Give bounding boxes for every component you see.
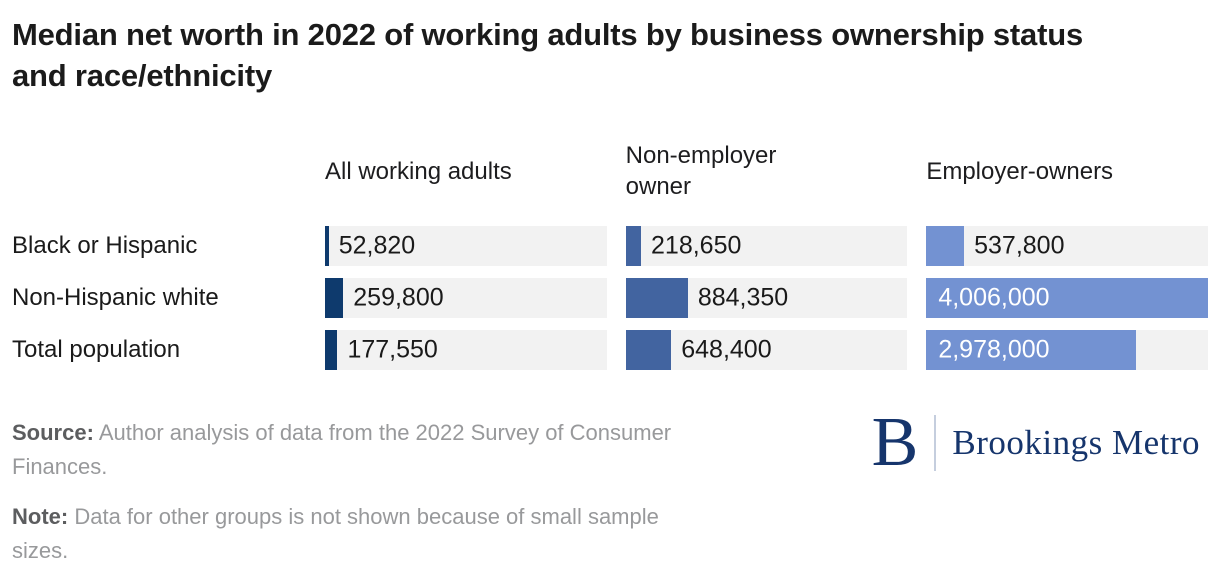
column-header-all-working-adults: All working adults: [325, 157, 512, 185]
chart-title: Median net worth in 2022 of working adul…: [12, 17, 1083, 93]
bar-value-label: 884,350: [697, 283, 789, 312]
row-label-non-hispanic-white: Non-Hispanic white: [12, 284, 219, 311]
bar-value-label: 537,800: [974, 231, 1065, 260]
bar-track: 2,978,000: [926, 330, 1208, 370]
bar-value-label: 218,650: [651, 231, 742, 260]
footnotes: Source: Author analysis of data from the…: [12, 416, 677, 568]
logo-divider: [934, 415, 937, 471]
bar-value-label: 2,978,000: [938, 335, 1050, 364]
source-note: Source: Author analysis of data from the…: [12, 416, 677, 484]
bar-value-label: 177,550: [347, 335, 438, 364]
bar-all-working-adults-total-population: [325, 330, 338, 370]
note-label: Note:: [12, 504, 69, 529]
source-text: Author analysis of data from the 2022 Su…: [12, 420, 672, 479]
bar-track: 537,800: [926, 226, 1208, 266]
footer: Source: Author analysis of data from the…: [12, 408, 1208, 568]
bar-employer-owners-black-or-hispanic: [926, 226, 965, 266]
bar-employer-owners-total-population: [926, 330, 1136, 370]
bar-track: 259,800: [325, 278, 607, 318]
bar-track: 648,400: [625, 330, 908, 370]
bar-track: 4,006,000: [926, 278, 1208, 318]
footnote: Note: Data for other groups is not shown…: [12, 500, 677, 568]
note-text: Data for other groups is not shown becau…: [12, 504, 659, 563]
bar-track: 884,350: [625, 278, 908, 318]
column-header-employer-owners: Employer-owners: [926, 157, 1114, 185]
bar-track: 52,820: [325, 226, 607, 266]
bar-track: 177,550: [325, 330, 607, 370]
brookings-logo-text: Brookings Metro: [952, 423, 1200, 462]
bar-non-employer-owner-black-or-hispanic: [625, 226, 642, 266]
source-label: Source:: [12, 420, 94, 445]
brookings-logo-mark: B: [871, 404, 919, 481]
bar-non-employer-owner-total-population: [625, 330, 672, 370]
bar-all-working-adults-non-hispanic-white: [325, 278, 344, 318]
bar-employer-owners-non-hispanic-white: [926, 278, 1208, 318]
bar-track: 218,650: [625, 226, 908, 266]
bar-value-label: 52,820: [338, 231, 416, 260]
bar-non-employer-owner-non-hispanic-white: [625, 278, 688, 318]
bar-value-label: 648,400: [681, 335, 772, 364]
row-label-total-population: Total population: [12, 336, 181, 363]
brookings-logo: B Brookings Metro: [871, 404, 1200, 481]
row-label-black-or-hispanic: Black or Hispanic: [12, 232, 198, 259]
bar-value-label: 4,006,000: [938, 283, 1050, 312]
bar-value-label: 259,800: [353, 283, 444, 312]
bar-table: All working adults Non-employer owner Em…: [12, 140, 1208, 370]
column-header-non-employer-owner: Non-employer owner: [625, 142, 777, 200]
bar-all-working-adults-black-or-hispanic: [325, 226, 329, 266]
